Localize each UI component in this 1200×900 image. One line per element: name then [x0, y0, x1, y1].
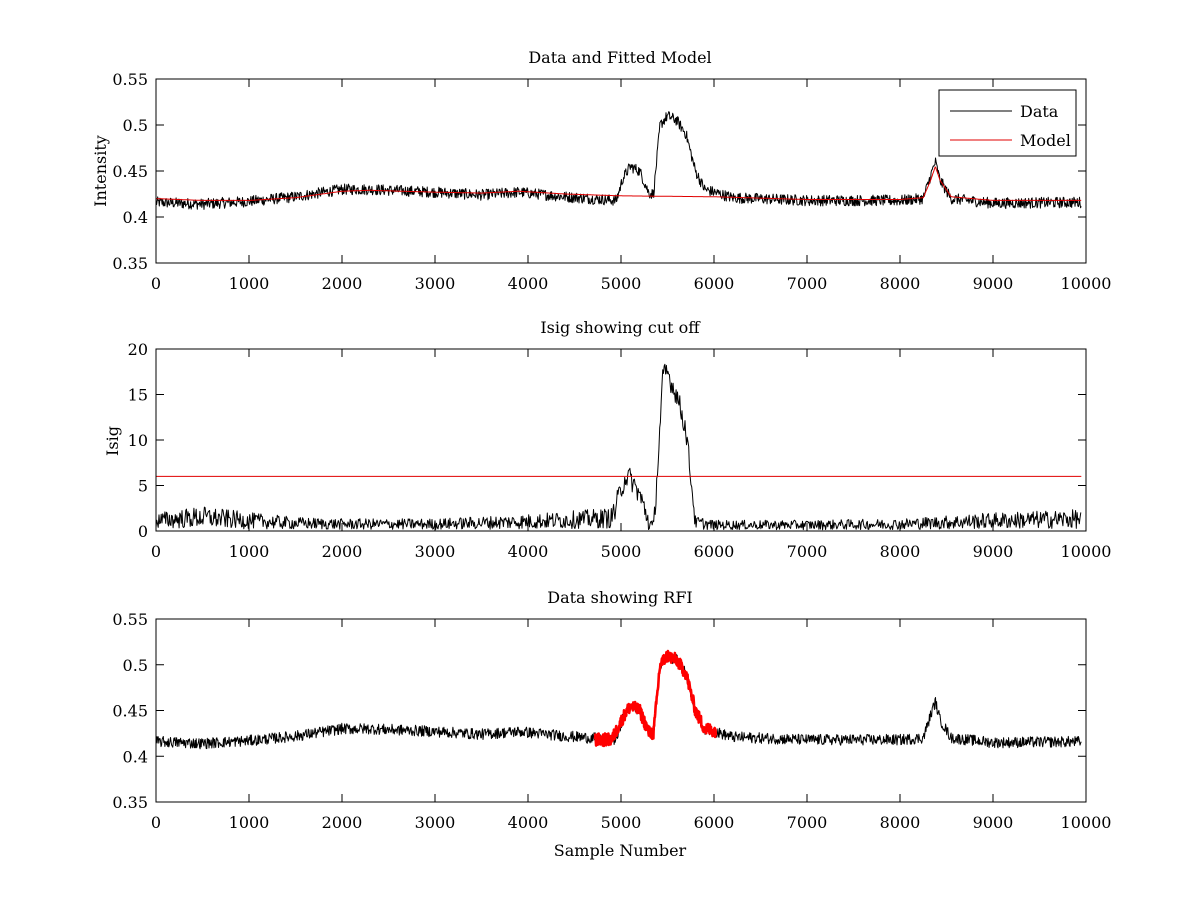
y-tick-label: 0.4: [123, 747, 148, 766]
x-tick-label: 1000: [229, 542, 270, 561]
plot-area: 0 1000 2000 3000 4000 5000 6000 7000 8000 9000 100…: [128, 340, 1112, 561]
x-tick-label: 3000: [415, 542, 456, 561]
plot-area: 0 1000 2000 3000 4000 5000 6000 7000 8000 9000 100…: [112, 610, 1111, 832]
x-tick-label: 9000: [973, 274, 1014, 293]
y-tick-label: 0.45: [112, 702, 148, 721]
legend-box: [938, 89, 1077, 157]
rfi-flagged-line: [593, 649, 718, 748]
x-tick-label: 2000: [322, 274, 363, 293]
x-tick-label: 10000: [1061, 813, 1112, 832]
x-tick-label: 8000: [880, 274, 921, 293]
x-tick-label: 9000: [973, 542, 1014, 561]
x-tick-label: 1000: [229, 813, 270, 832]
y-tick-label: 20: [128, 340, 148, 359]
x-tick-label: 0: [151, 274, 161, 293]
x-tick-label: 4000: [508, 274, 549, 293]
x-tick-label: 6000: [694, 542, 735, 561]
x-tick-label: 3000: [415, 274, 456, 293]
model-line: [156, 166, 1082, 201]
panel-isig-showing-cut-off: Isig showing cut off Isig 0 1000 2000 3000 4…: [103, 318, 1111, 561]
plot-title: Data showing RFI: [547, 588, 692, 607]
y-axis-label: Intensity: [91, 135, 110, 207]
x-tick-label: 2000: [322, 813, 363, 832]
legend-data-label: Data: [1020, 102, 1059, 121]
x-tick-label: 4000: [508, 542, 549, 561]
x-tick-label: 9000: [973, 813, 1014, 832]
data-line: [155, 111, 1082, 210]
x-tick-label: 8000: [880, 813, 921, 832]
x-tick-label: 0: [151, 813, 161, 832]
plot-title: Isig showing cut off: [540, 318, 701, 337]
x-tick-label: 7000: [787, 274, 828, 293]
x-tick-label: 1000: [229, 274, 270, 293]
y-tick-label: 0.55: [112, 70, 148, 89]
y-tick-label: 0: [138, 522, 148, 541]
y-tick-label: 0.55: [112, 610, 148, 629]
x-tick-label: 7000: [787, 542, 828, 561]
y-tick-label: 0.45: [112, 162, 148, 181]
x-tick-label: 10000: [1061, 542, 1112, 561]
x-tick-label: 4000: [508, 813, 549, 832]
x-tick-label: 6000: [694, 274, 735, 293]
x-tick-label: 8000: [880, 542, 921, 561]
plot-title: Data and Fitted Model: [528, 48, 711, 67]
y-axis-label: Isig: [103, 426, 122, 456]
x-axis-label: Sample Number: [554, 841, 687, 860]
plot-area: 0 1000 2000 3000 4000 5000 6000 7000 8000 9000 100…: [112, 70, 1111, 293]
y-tick-label: 15: [128, 386, 148, 405]
y-tick-label: 0.5: [123, 656, 148, 675]
x-tick-label: 7000: [787, 813, 828, 832]
panel-data-and-fitted-model: Data and Fitted Model Intensity 0 1000 200…: [91, 48, 1111, 293]
x-tick-label: 0: [151, 542, 161, 561]
panel-data-showing-rfi: Data showing RFI 0 1000 2000 3000 4000 5000 60…: [112, 588, 1111, 860]
isig-line: [155, 363, 1082, 531]
y-tick-label: 0.35: [112, 793, 148, 812]
y-tick-label: 0.4: [123, 208, 148, 227]
y-tick-label: 0.35: [112, 254, 148, 273]
y-tick-label: 10: [128, 431, 148, 450]
x-tick-label: 6000: [694, 813, 735, 832]
y-tick-label: 5: [138, 477, 148, 496]
x-tick-label: 2000: [322, 542, 363, 561]
x-tick-label: 3000: [415, 813, 456, 832]
y-tick-label: 0.5: [123, 116, 148, 135]
x-tick-label: 10000: [1061, 274, 1112, 293]
x-tick-label: 5000: [601, 274, 642, 293]
x-tick-label: 5000: [601, 542, 642, 561]
x-tick-label: 5000: [601, 813, 642, 832]
legend: Data Model: [938, 89, 1077, 157]
legend-model-label: Model: [1020, 131, 1071, 150]
